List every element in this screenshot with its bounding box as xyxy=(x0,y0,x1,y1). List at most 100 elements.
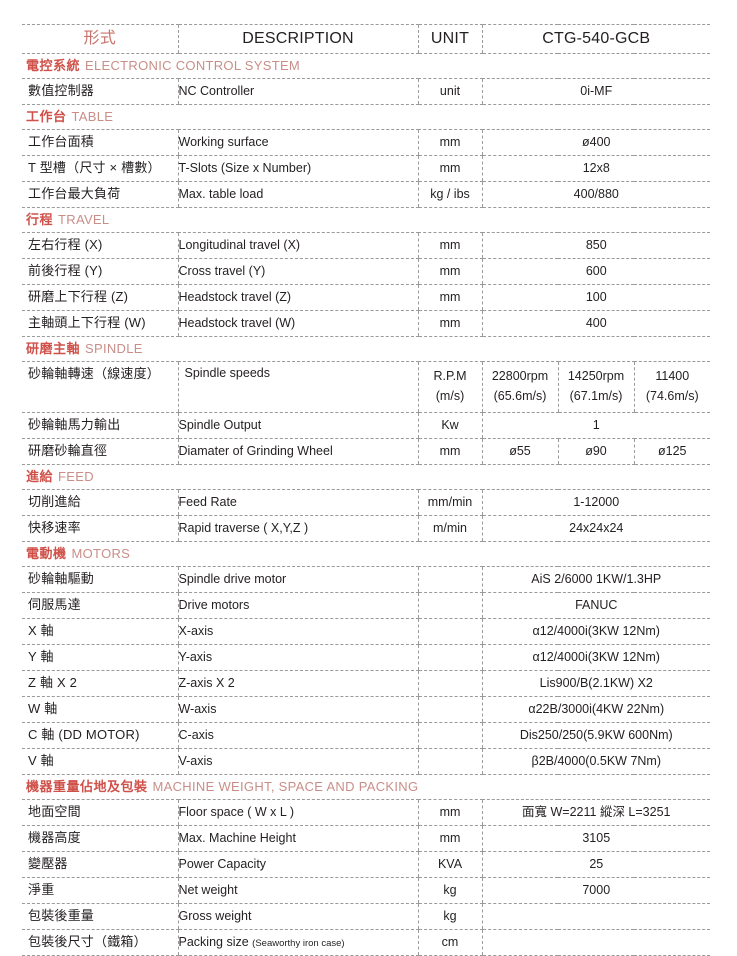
row-model-cell: W 軸 xyxy=(22,696,178,723)
row-description-label: T-Slots (Size x Number) xyxy=(178,160,312,175)
row-value-cell: α22B/3000i(4KW 22Nm) xyxy=(481,696,711,723)
row-unit-value xyxy=(419,645,482,670)
row-value-cell: ø125 xyxy=(633,438,711,465)
header-cell-model: 形式 xyxy=(22,24,178,54)
row-value-cell: 14250rpm (67.1m/s) xyxy=(557,361,634,413)
section-header: 電動機 MOTORS xyxy=(22,542,710,566)
row-unit-cell xyxy=(417,592,482,619)
row-description-label: Drive motors xyxy=(178,597,250,612)
section-title-en: MOTORS xyxy=(71,545,131,561)
row-model-cell: 研磨上下行程 (Z) xyxy=(22,284,178,311)
header-cell-value: CTG-540-GCB xyxy=(481,24,711,54)
row-model-cell: 數值控制器 xyxy=(22,78,178,105)
row-value-cell: AiS 2/6000 1KW/1.3HP xyxy=(481,566,711,593)
row-description-cell: Spindle drive motor xyxy=(177,566,418,593)
header-label-value: CTG-540-GCB xyxy=(542,30,651,48)
row-unit-cell: mm xyxy=(417,310,482,337)
row-unit-value: mm xyxy=(439,443,461,458)
row-value-cell: α12/4000i(3KW 12Nm) xyxy=(481,644,711,671)
row-description-label: Diamater of Grinding Wheel xyxy=(178,443,333,458)
row-value-cell: β2B/4000(0.5KW 7Nm) xyxy=(481,748,711,775)
row-model-label: 淨重 xyxy=(28,882,55,898)
section-header-cell: 研磨主軸 SPINDLE xyxy=(22,336,711,362)
table-row: Y 軸 Y-axis α12/4000i(3KW 12Nm) xyxy=(22,644,711,671)
row-model-cell: 工作台最大負荷 xyxy=(22,181,178,208)
row-value: 850 xyxy=(585,237,607,252)
row-value: 1 xyxy=(592,417,600,432)
row-model-label: 工作台最大負荷 xyxy=(28,186,121,202)
row-value-cell: 11400 (74.6m/s) xyxy=(633,361,711,413)
row-value-stack: 11400 (74.6m/s) xyxy=(645,369,699,403)
row-model-label: 左右行程 (X) xyxy=(28,237,103,253)
row-model-label: 包裝後重量 xyxy=(28,908,95,924)
section-title-zh: 研磨主軸 xyxy=(26,340,81,356)
spec-sheet-page: 形式 DESCRIPTION UNIT CTG-540-GCB 電控系統 ELECTRON… xyxy=(22,24,711,956)
row-description-cell: Longitudinal travel (X) xyxy=(177,232,418,259)
row-value: 1-12000 xyxy=(573,494,620,509)
row-description-label: C-axis xyxy=(178,727,214,742)
row-model-label: 前後行程 (Y) xyxy=(28,263,103,279)
table-row: 包裝後尺寸（鐵箱） Packing size (Seaworthy iron ca… xyxy=(22,929,711,956)
row-value-cell: ø400 xyxy=(481,129,711,156)
table-row: 切削進給 Feed Rate mm/min 1-12000 xyxy=(22,489,711,516)
row-unit-value: kg xyxy=(443,908,457,923)
row-description-cell: Power Capacity xyxy=(177,851,418,878)
row-value-cell: Dis250/250(5.9KW 600Nm) xyxy=(481,722,711,749)
row-model-cell: 砂輪軸驅動 xyxy=(22,566,178,593)
row-model-cell: T 型槽（尺寸 × 槽數） xyxy=(22,155,178,182)
section-header: 機器重量佔地及包裝 MACHINE WEIGHT, SPACE AND PACKI… xyxy=(22,775,710,799)
table-row: 變壓器 Power Capacity KVA 25 xyxy=(22,851,711,878)
row-unit-value: Kw xyxy=(441,417,459,432)
section-header-row: 研磨主軸 SPINDLE xyxy=(22,336,711,362)
row-unit-cell: unit xyxy=(417,78,482,105)
row-model-label: 砂輪軸轉速（線速度） xyxy=(28,366,161,382)
row-model-cell: X 軸 xyxy=(22,618,178,645)
table-row: T 型槽（尺寸 × 槽數） T-Slots (Size x Number) mm 12… xyxy=(22,155,711,182)
table-row: 數值控制器 NC Controller unit 0i-MF xyxy=(22,78,711,105)
section-header-row: 工作台 TABLE xyxy=(22,104,711,130)
row-description-cell: Headstock travel (Z) xyxy=(177,284,418,311)
row-value: 12x8 xyxy=(582,160,610,175)
row-description-label: Packing size (Seaworthy iron case) xyxy=(178,934,345,949)
row-model-cell: 砂輪軸馬力輸出 xyxy=(22,412,178,439)
table-row: V 軸 V-axis β2B/4000(0.5KW 7Nm) xyxy=(22,748,711,775)
row-description-cell: Packing size (Seaworthy iron case) xyxy=(177,929,418,956)
row-value-cell: 850 xyxy=(481,232,711,259)
table-row: C 軸 (DD MOTOR) C-axis Dis250/250(5.9KW 600… xyxy=(22,722,711,749)
row-description-cell: Spindle speeds xyxy=(177,361,418,413)
row-unit-cell: KVA xyxy=(417,851,482,878)
row-unit-cell: R.P.M (m/s) xyxy=(417,361,482,413)
row-value: β2B/4000(0.5KW 7Nm) xyxy=(531,753,661,768)
section-title-zh: 電控系統 xyxy=(26,57,81,73)
section-header: 研磨主軸 SPINDLE xyxy=(22,337,710,361)
header-label-unit: UNIT xyxy=(430,30,470,48)
row-unit-value: R.P.M (m/s) xyxy=(433,369,467,403)
row-description-cell: Headstock travel (W) xyxy=(177,310,418,337)
row-value-cell: 0i-MF xyxy=(481,78,711,105)
row-model-cell: 工作台面積 xyxy=(22,129,178,156)
row-unit-cell: mm xyxy=(417,129,482,156)
row-value: 0i-MF xyxy=(580,83,613,98)
row-value-cell: Lis900/B(2.1KW) X2 xyxy=(481,670,711,697)
row-value: α12/4000i(3KW 12Nm) xyxy=(532,623,660,638)
row-value-cell: ø90 xyxy=(557,438,634,465)
table-row: 淨重 Net weight kg 7000 xyxy=(22,877,711,904)
row-description-cell: Z-axis X 2 xyxy=(177,670,418,697)
table-row: 工作台最大負荷 Max. table load kg / ibs 400/880 xyxy=(22,181,711,208)
row-model-label: 主軸頭上下行程 (W) xyxy=(28,315,146,331)
row-description-cell: Max. Machine Height xyxy=(177,825,418,852)
row-unit-cell xyxy=(417,566,482,593)
table-row: 地面空間 Floor space ( W x L ) mm 面寬 W=2211 縱深 … xyxy=(22,799,711,826)
row-model-label: V 軸 xyxy=(28,753,54,769)
row-model-cell: C 軸 (DD MOTOR) xyxy=(22,722,178,749)
row-model-label: 變壓器 xyxy=(28,856,68,872)
row-unit-cell: mm xyxy=(417,232,482,259)
row-model-cell: 砂輪軸轉速（線速度） xyxy=(22,361,178,413)
row-value-cell: 1-12000 xyxy=(481,489,711,516)
section-title-en: FEED xyxy=(58,468,94,484)
row-model-cell: 包裝後重量 xyxy=(22,903,178,930)
row-value: Lis900/B(2.1KW) X2 xyxy=(539,675,653,690)
row-description-cell: Drive motors xyxy=(177,592,418,619)
row-value-cell: ø55 xyxy=(481,438,558,465)
section-title-en: TRAVEL xyxy=(58,211,110,227)
